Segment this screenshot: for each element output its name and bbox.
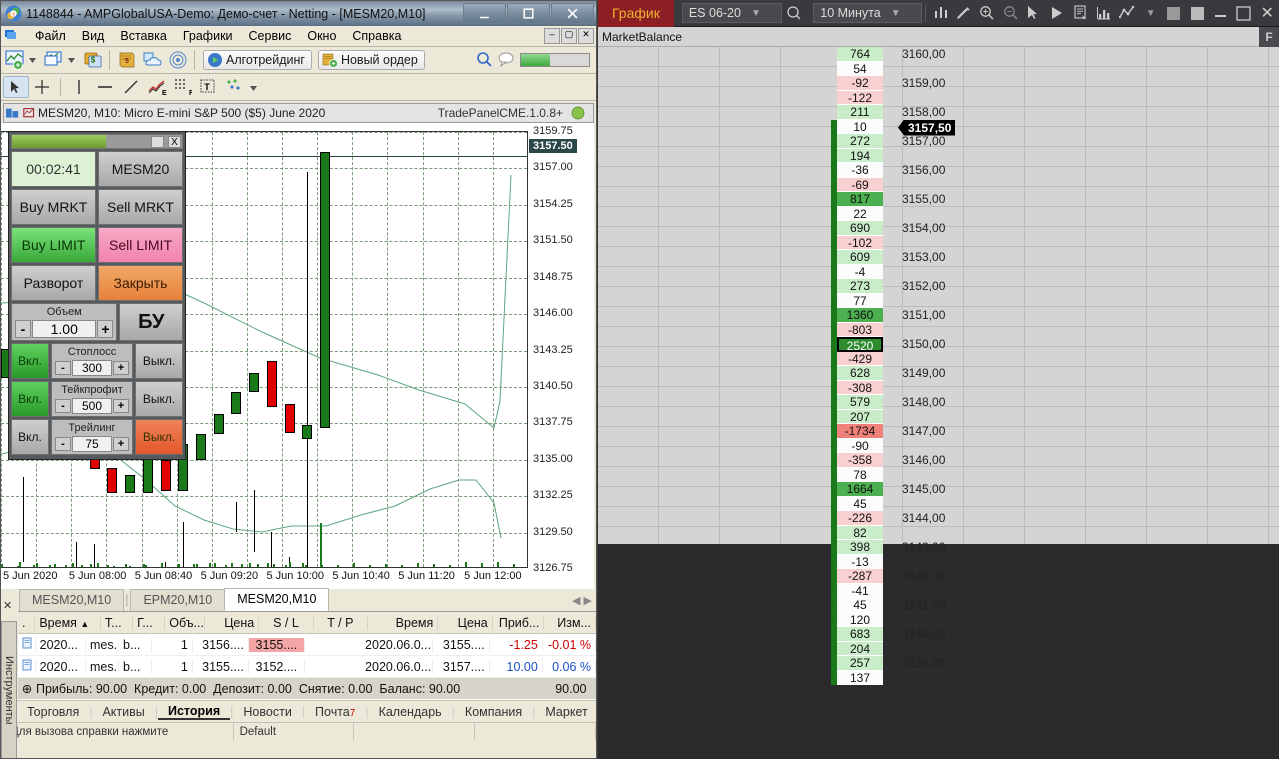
svg-text:5: 5 xyxy=(125,58,129,65)
svg-text:T: T xyxy=(204,82,210,92)
svg-text:$: $ xyxy=(91,56,96,65)
svg-text:F: F xyxy=(189,90,192,96)
svg-text:E: E xyxy=(162,90,167,96)
